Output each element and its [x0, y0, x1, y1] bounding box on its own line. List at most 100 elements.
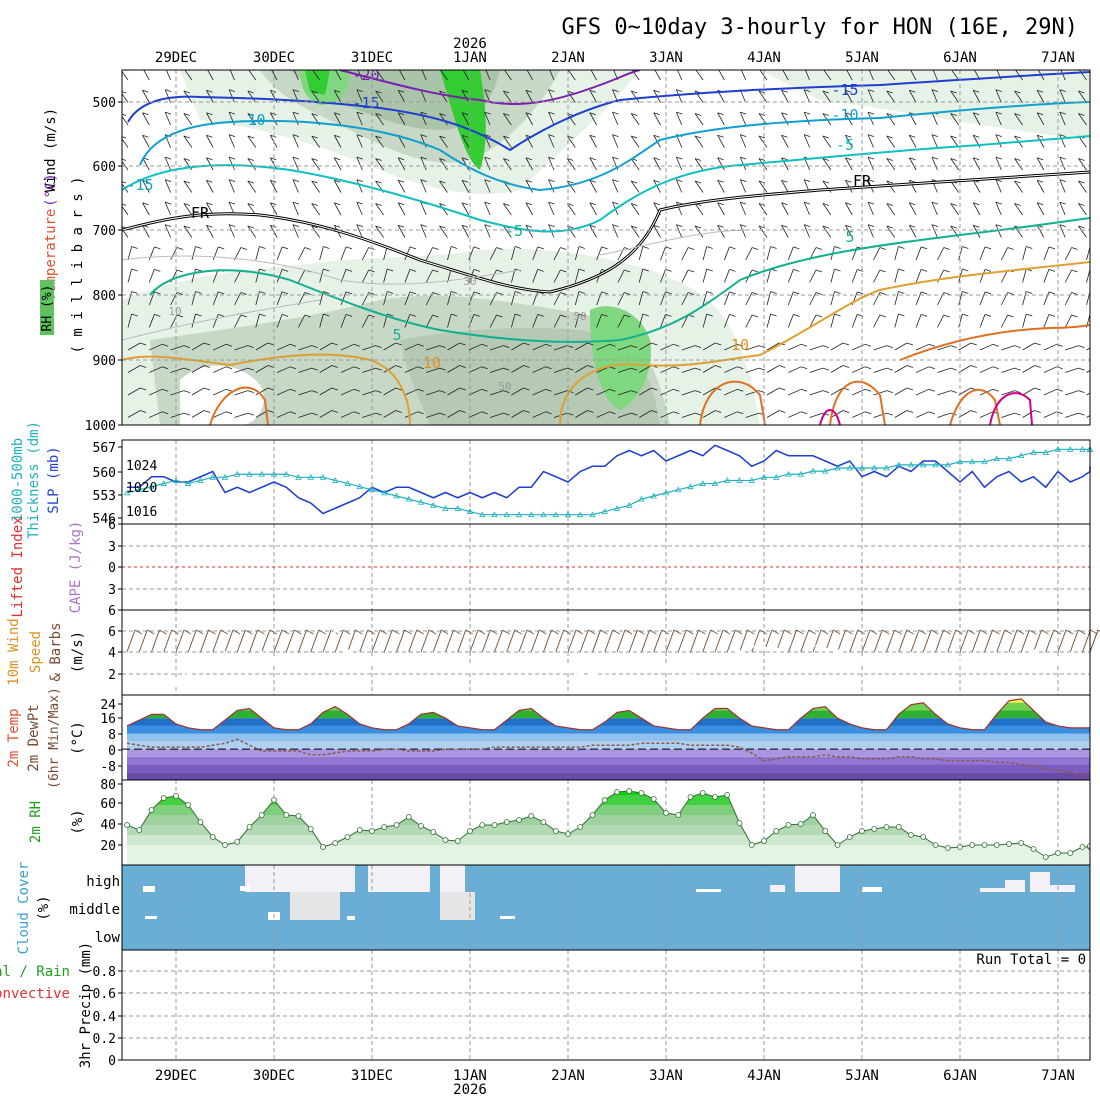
upper-wind-barb: [362, 412, 376, 418]
upper-wind-barb-flag: [211, 70, 213, 71]
upper-wind-barb: [484, 111, 491, 126]
wind-speed-point: [442, 651, 449, 658]
thickness-point: [246, 470, 253, 477]
upper-wind-barb: [525, 90, 534, 103]
upper-wind-barb-flag: [578, 246, 586, 249]
top-date-labels: 29DEC 30DEC 31DEC 1JAN 2JAN 3JAN 4JAN 5JAN 6JAN 7…: [155, 50, 1075, 66]
wind-barb-staff: [298, 629, 307, 653]
upper-wind-barb-flag: [886, 113, 893, 116]
wind-speed-point: [638, 656, 645, 663]
upper-wind-barb-flag: [950, 225, 957, 229]
upper-wind-barb: [333, 202, 342, 216]
wind-barb-staff: [592, 629, 601, 653]
upper-wind-barb-flag: [397, 157, 405, 161]
upper-wind-barb-flag: [631, 180, 638, 184]
y-tick-label: 3: [108, 583, 116, 598]
upper-wind-barb: [183, 113, 193, 126]
upper-wind-barb: [575, 387, 588, 396]
upper-wind-barb: [694, 113, 704, 126]
upper-wind-barb-flag: [1007, 292, 1014, 295]
upper-wind-barb: [319, 342, 333, 351]
upper-wind-barb: [589, 225, 597, 238]
upper-wind-barb: [1059, 89, 1066, 103]
upper-wind-barb: [867, 89, 874, 103]
upper-wind-barb-flag: [909, 157, 916, 161]
upper-wind-barb: [724, 291, 730, 306]
upper-wind-barb-flag: [356, 111, 363, 115]
upper-wind-barb: [255, 246, 260, 261]
upper-wind-barb-flag: [375, 367, 382, 371]
upper-wind-barb-flag: [356, 134, 363, 137]
wind-barb-staff: [249, 629, 258, 653]
bottom-date-label: 3JAN: [649, 1068, 683, 1084]
upper-wind-barb-flag: [665, 246, 672, 250]
upper-wind-barb: [549, 70, 555, 81]
upper-wind-barb: [142, 180, 150, 193]
thickness-point: [638, 495, 645, 502]
upper-wind-barb-flag: [612, 201, 619, 205]
upper-wind-barbs: [122, 67, 1090, 418]
label-2m-temp: 2m Temp: [6, 708, 22, 767]
wind-speed-point: [981, 664, 988, 671]
rh-point: [1087, 843, 1090, 849]
upper-wind-barb: [995, 179, 1002, 193]
upper-wind-barb-flag: [578, 268, 586, 272]
upper-wind-barb: [164, 111, 171, 126]
upper-wind-barb: [694, 203, 704, 216]
upper-wind-barb: [426, 367, 440, 373]
upper-wind-barb-flag: [886, 180, 893, 184]
upper-wind-barb: [745, 367, 760, 373]
upper-wind-barb-flag: [715, 410, 722, 413]
upper-wind-barb-flag: [886, 158, 893, 161]
upper-wind-barb-flag: [548, 201, 555, 205]
y-tick-label: 546: [93, 512, 116, 527]
thickness-point: [234, 470, 241, 477]
upper-wind-barb: [191, 246, 196, 261]
upper-wind-barb-flag: [737, 343, 744, 347]
upper-wind-barb-flag: [206, 134, 213, 138]
upper-wind-barb-flag: [154, 314, 161, 317]
wind-barb-flag: [955, 629, 963, 635]
upper-wind-barb: [548, 134, 555, 148]
upper-wind-barb: [724, 411, 738, 418]
y-tick-label: 3: [108, 540, 116, 555]
y-tick-label: 2: [108, 668, 116, 683]
cloud-level-middle: middle: [69, 902, 120, 918]
upper-wind-barb: [1078, 135, 1087, 148]
upper-wind-barb-flag: [868, 67, 874, 69]
upper-wind-barb: [142, 157, 150, 171]
upper-wind-barb-flag: [1048, 269, 1056, 272]
wind-barb-flag: [600, 629, 608, 635]
upper-wind-barb-flag: [793, 314, 800, 317]
wind-barb-flag: [551, 629, 559, 635]
upper-wind-barb: [362, 345, 376, 351]
upper-wind-barb-flag: [631, 203, 638, 206]
upper-wind-barb-flag: [267, 365, 275, 368]
upper-wind-barb-flag: [247, 345, 254, 349]
upper-wind-barb: [846, 70, 853, 81]
wind-barb-staff: [898, 629, 908, 653]
upper-wind-barb: [638, 268, 644, 283]
upper-wind-barb: [311, 225, 321, 238]
upper-wind-barb-flag: [548, 156, 555, 160]
label-cape: CAPE (J/kg): [68, 521, 84, 614]
upper-wind-barb-flag: [323, 268, 330, 272]
upper-wind-barb-flag: [694, 135, 702, 139]
upper-wind-barb-flag: [176, 292, 184, 295]
wind-barb-flag: [453, 629, 461, 635]
thickness-point: [981, 458, 988, 465]
upper-wind-barb: [574, 268, 580, 283]
upper-wind-barb-flag: [1036, 157, 1044, 161]
rh-green-4: [305, 70, 330, 95]
rh-point: [173, 793, 179, 799]
temp-band: [127, 772, 1090, 780]
upper-wind-barb: [1001, 390, 1015, 396]
wind-speed-point: [969, 662, 976, 669]
wind-speed-point: [908, 654, 914, 661]
upper-wind-barb-flag: [740, 111, 747, 115]
upper-wind-barb: [1065, 367, 1079, 373]
precip-panel: 0.80.60.40.20 Run Total = 0 Total / Rain…: [0, 942, 1091, 1069]
upper-wind-barb-flag: [334, 157, 341, 161]
top-date-label: 4JAN: [747, 50, 781, 66]
upper-wind-barb: [375, 225, 384, 238]
